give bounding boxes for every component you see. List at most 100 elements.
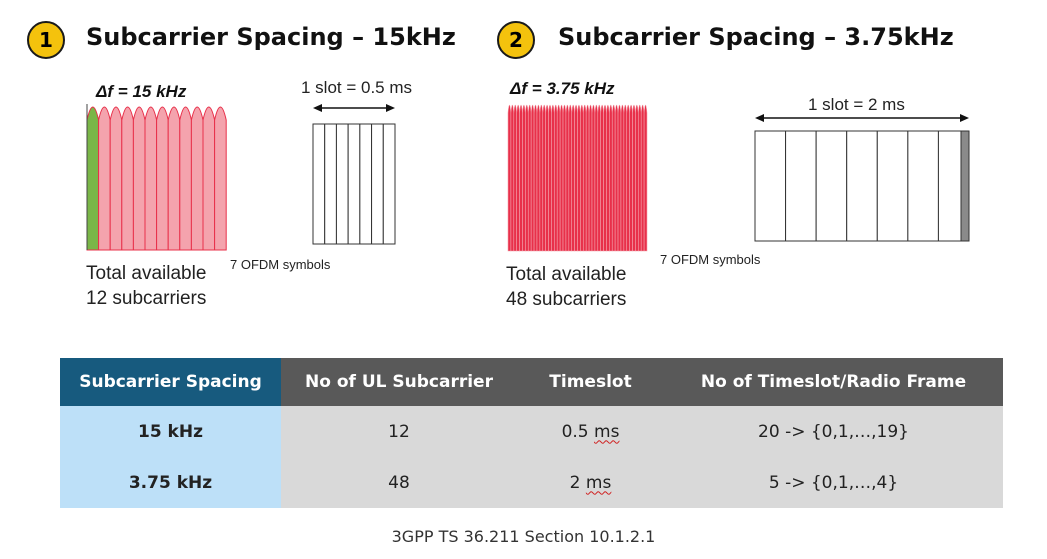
arrow-head-left <box>313 104 322 112</box>
subcarrier-lobe <box>548 104 552 252</box>
subcarrier-lobe <box>611 104 616 252</box>
subcarrier-lobe <box>594 104 599 252</box>
section-2-slot-grid <box>754 114 970 242</box>
section-1-slot-grid <box>312 104 396 245</box>
cell-timeslot: 2 ms <box>517 457 664 508</box>
section-1-subcarrier-spectrum <box>86 104 227 251</box>
ofdm-symbol-cell <box>335 123 349 245</box>
subcarrier-lobe <box>562 104 567 252</box>
subcarrier-lobe <box>525 104 529 252</box>
subcarrier-lobe <box>121 106 134 251</box>
subcarrier-lobe <box>554 104 558 252</box>
subcarrier-lobe <box>565 104 570 252</box>
subcarrier-lobe <box>629 104 633 252</box>
subcarrier-lobe <box>606 104 610 252</box>
subcarrier-lobe <box>588 104 593 252</box>
table-row: 3.75 kHz 48 2 ms 5 -> {0,1,…,4} <box>60 457 1003 508</box>
arrow-head-right <box>960 114 969 122</box>
cell-subcarriers: 48 <box>281 457 517 508</box>
section-2-available-line-1: Total available <box>506 264 627 285</box>
subcarrier-lobe <box>86 106 100 251</box>
ofdm-symbol-cell <box>876 130 909 242</box>
subcarrier-lobe <box>623 104 628 252</box>
subcarrier-lobe <box>202 106 216 251</box>
ofdm-symbol-cell <box>907 130 939 242</box>
subcarrier-lobe <box>620 104 625 252</box>
subcarrier-lobe <box>574 104 578 252</box>
section-2-available-subcarriers: Total available 48 subcarriers <box>506 262 626 312</box>
subcarrier-lobe <box>580 104 584 252</box>
subcarrier-lobe <box>533 104 538 252</box>
cell-spacing: 15 kHz <box>60 406 281 457</box>
subcarrier-lobe <box>542 104 546 252</box>
ofdm-symbol-cell <box>347 123 361 245</box>
subcarrier-lobe <box>591 104 596 252</box>
cell-per-frame: 20 -> {0,1,…,19} <box>664 406 1003 457</box>
section-1-delta-f-label: Δf = 15 kHz <box>96 82 187 101</box>
subcarrier-lobe <box>510 104 515 252</box>
subcarrier-spacing-table: Subcarrier Spacing No of UL Subcarrier T… <box>60 358 1003 508</box>
section-2-subcarrier-spectrum <box>507 104 648 252</box>
section-1-available-line-1: Total available <box>86 263 207 284</box>
timeslot-unit: ms <box>585 472 612 493</box>
section-1-available-line-2: 12 subcarriers <box>86 288 207 309</box>
source-caption: 3GPP TS 36.211 Section 10.1.2.1 <box>391 527 656 546</box>
section-1-ofdm-symbols-label: 7 OFDM symbols <box>230 257 331 272</box>
subcarrier-lobe <box>585 104 590 252</box>
ofdm-symbol-cell <box>754 130 787 242</box>
timeslot-value: 2 <box>569 472 581 493</box>
subcarrier-lobe <box>571 104 575 252</box>
ofdm-symbol-cell <box>324 123 337 245</box>
subcarrier-lobe <box>190 106 204 251</box>
header-timeslots-per-frame: No of Timeslot/Radio Frame <box>664 358 1003 406</box>
cell-subcarriers: 12 <box>281 406 517 457</box>
subcarrier-lobe <box>167 106 181 251</box>
subcarrier-lobe <box>522 104 526 252</box>
subcarrier-lobe <box>109 106 123 251</box>
section-2-ofdm-symbols-label: 7 OFDM symbols <box>660 252 761 267</box>
cell-timeslot: 0.5 ms <box>517 406 664 457</box>
ofdm-symbol-cell <box>846 130 878 242</box>
subcarrier-lobe <box>577 104 581 252</box>
ofdm-symbol-cell <box>371 123 384 245</box>
subcarrier-lobe <box>609 104 613 252</box>
section-2-title: Subcarrier Spacing – 3.75kHz <box>558 23 954 51</box>
subcarrier-lobe <box>640 104 645 252</box>
section-1-slot-label: 1 slot = 0.5 ms <box>301 78 413 97</box>
section-1-available-subcarriers: Total available 12 subcarriers <box>86 261 206 311</box>
subcarrier-lobe <box>144 106 158 251</box>
subcarrier-lobe <box>530 104 535 252</box>
ofdm-symbol-cell <box>815 130 848 242</box>
subcarrier-lobe <box>626 104 630 252</box>
subcarrier-lobe <box>568 104 573 252</box>
subcarrier-lobe <box>527 104 532 252</box>
subcarrier-lobe <box>638 104 642 252</box>
subcarrier-lobe <box>519 104 523 252</box>
subcarrier-lobe <box>536 104 541 252</box>
subcarrier-lobe <box>179 106 192 251</box>
section-2-delta-f-label: Δf = 3.75 kHz <box>510 79 615 98</box>
subcarrier-lobe <box>597 104 601 252</box>
table-header-row: Subcarrier Spacing No of UL Subcarrier T… <box>60 358 1003 406</box>
subcarrier-lobe <box>643 104 648 252</box>
subcarrier-lobe <box>559 104 564 252</box>
subcarrier-lobe <box>600 104 604 252</box>
subcarrier-lobe <box>603 104 607 252</box>
subcarrier-lobe <box>516 104 520 252</box>
subcarrier-lobe <box>635 104 639 252</box>
arrow-head-right <box>386 104 395 112</box>
section-2-slot-label: 1 slot = 2 ms <box>808 95 905 114</box>
subcarrier-lobe <box>545 104 549 252</box>
timeslot-value: 0.5 <box>561 421 589 442</box>
subcarrier-lobe <box>98 106 111 251</box>
cell-per-frame: 5 -> {0,1,…,4} <box>664 457 1003 508</box>
guard-period <box>960 130 970 242</box>
section-2-number-badge: 2 <box>497 21 535 59</box>
header-subcarrier-spacing: Subcarrier Spacing <box>60 358 281 406</box>
subcarrier-lobe <box>513 104 517 252</box>
subcarrier-lobe <box>214 106 227 251</box>
subcarrier-lobe <box>632 104 636 252</box>
section-1-number-badge: 1 <box>27 21 65 59</box>
ofdm-symbol-cell <box>785 130 817 242</box>
subcarrier-lobe <box>156 106 169 251</box>
